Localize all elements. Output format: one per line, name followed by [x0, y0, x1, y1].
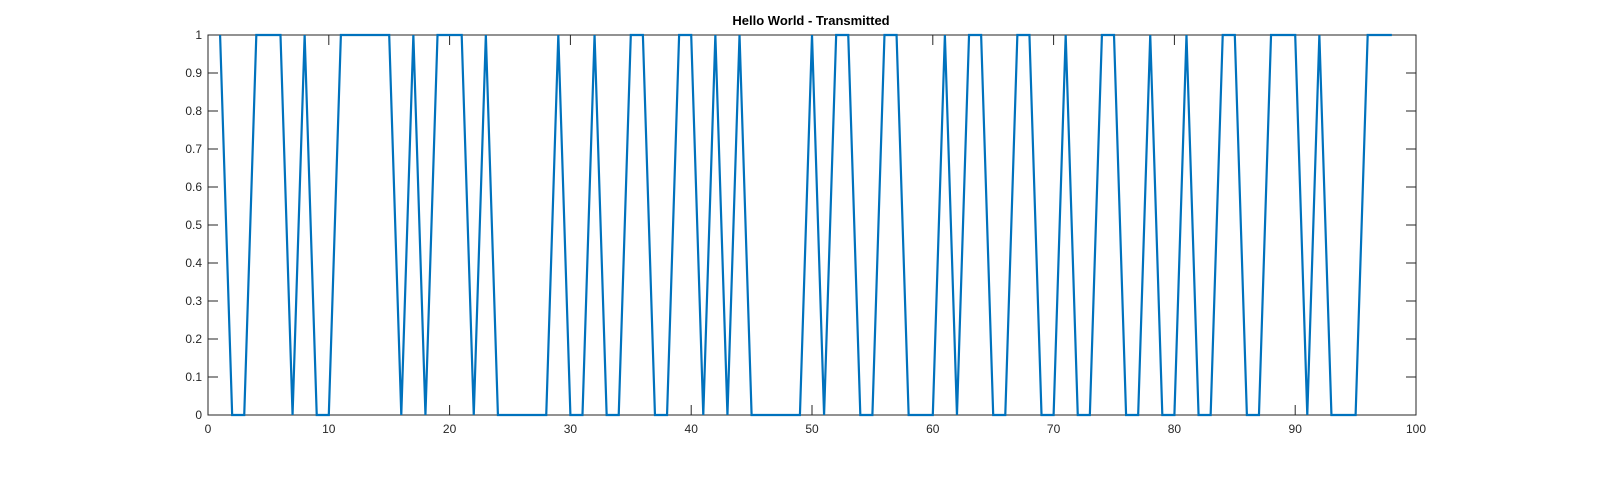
x-tick-label: 50	[805, 422, 819, 436]
x-tick-label: 70	[1047, 422, 1061, 436]
x-tick-label: 80	[1168, 422, 1182, 436]
x-tick-label: 0	[205, 422, 212, 436]
y-tick-label: 0.8	[185, 104, 202, 118]
y-tick-label: 1	[195, 28, 202, 42]
y-tick-label: 0.9	[185, 66, 202, 80]
x-tick-label: 10	[322, 422, 336, 436]
x-tick-label: 90	[1289, 422, 1303, 436]
x-tick-label: 60	[926, 422, 940, 436]
data-series	[218, 33, 1392, 417]
plot-area-box	[207, 34, 1417, 416]
y-tick-label: 0.7	[185, 142, 202, 156]
y-tick-label: 0.5	[185, 218, 202, 232]
y-tick-label: 0.4	[185, 256, 202, 270]
x-tick-label: 30	[564, 422, 578, 436]
chart-title: Hello World - Transmitted	[732, 13, 889, 28]
y-tick-label: 0.1	[185, 370, 202, 384]
series-line	[218, 33, 1392, 417]
axes: 0 10 20 30 40 50 60 70 80 90 100 0 0.1 0.2 0.3 0.4 0.5 0.…	[185, 28, 1426, 436]
y-tick-label: 0.3	[185, 294, 202, 308]
x-tick-label: 100	[1406, 422, 1426, 436]
y-tick-label: 0.2	[185, 332, 202, 346]
y-tick-label: 0.6	[185, 180, 202, 194]
y-tick-label: 0	[195, 408, 202, 422]
x-tick-label: 20	[443, 422, 457, 436]
x-tick-label: 40	[685, 422, 699, 436]
